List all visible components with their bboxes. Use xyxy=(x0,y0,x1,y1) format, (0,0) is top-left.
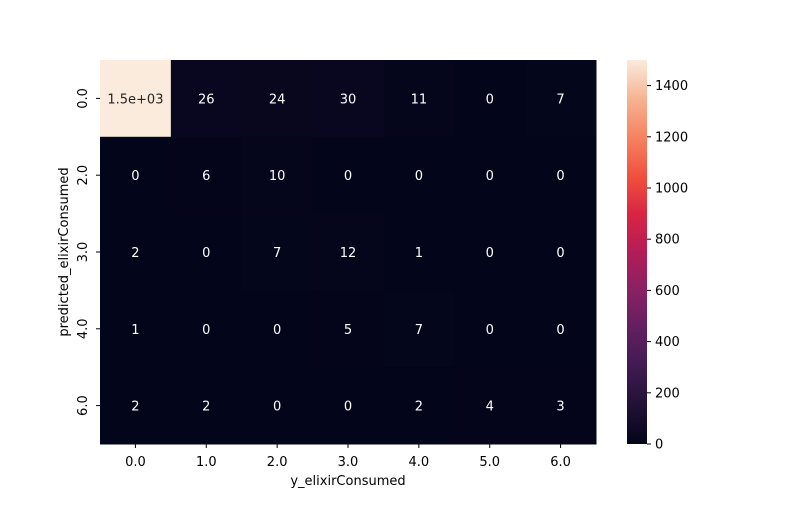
cell-label: 24 xyxy=(269,92,286,107)
cell-label: 0 xyxy=(556,169,564,184)
colorbar-tick-label: 600 xyxy=(655,284,680,299)
cell-label: 0 xyxy=(486,246,494,261)
cell-label: 0 xyxy=(556,323,564,338)
heatmap-cell xyxy=(454,213,526,291)
x-tick-label: 4.0 xyxy=(409,455,430,470)
heatmap-cell xyxy=(383,290,455,368)
heatmap-cell xyxy=(312,136,384,215)
heatmap-cell xyxy=(454,367,526,445)
colorbar-tick-label: 0 xyxy=(655,438,663,453)
x-tick-label: 0.0 xyxy=(125,455,146,470)
heatmap-cell xyxy=(525,60,597,138)
x-tick-label: 3.0 xyxy=(338,455,359,470)
y-tick-label: 2.0 xyxy=(76,165,91,186)
cell-label: 0 xyxy=(202,323,210,338)
heatmap-cell xyxy=(525,213,597,291)
x-tick-label: 5.0 xyxy=(479,455,500,470)
colorbar-tick-label: 1000 xyxy=(655,182,688,197)
cell-label: 5 xyxy=(344,323,352,338)
heatmap-cell xyxy=(100,367,172,445)
cell-label: 0 xyxy=(556,246,564,261)
heatmap-cell xyxy=(312,60,384,138)
heatmap-cell xyxy=(525,136,597,215)
colorbar-tick-label: 400 xyxy=(655,335,680,350)
heatmap-cell xyxy=(312,213,384,291)
x-axis-label: y_elixirConsumed xyxy=(290,474,405,489)
heatmap-cell xyxy=(170,136,243,215)
heatmap-cell xyxy=(241,290,314,368)
heatmap-cell xyxy=(100,60,172,138)
heatmap-cell xyxy=(241,213,314,291)
cell-label: 0 xyxy=(486,323,494,338)
colorbar-tick-label: 1200 xyxy=(655,130,688,145)
heatmap-cell xyxy=(170,213,243,291)
y-tick-label: 4.0 xyxy=(76,318,91,339)
cell-label: 0 xyxy=(415,169,423,184)
heatmap-cell xyxy=(454,136,526,215)
heatmap-cell xyxy=(241,136,314,215)
cell-label: 4 xyxy=(486,400,494,415)
x-tick-label: 6.0 xyxy=(550,455,571,470)
heatmap-cell xyxy=(100,136,172,215)
y-tick-label: 6.0 xyxy=(76,395,91,416)
cell-label: 2 xyxy=(131,246,139,261)
heatmap-cell xyxy=(170,290,243,368)
heatmap-cell xyxy=(525,367,597,445)
x-tick-label: 1.0 xyxy=(196,455,217,470)
cell-label: 7 xyxy=(415,323,423,338)
heatmap-cell xyxy=(312,367,384,445)
cell-label: 30 xyxy=(340,92,357,107)
heatmap-cell xyxy=(241,60,314,138)
cell-label: 26 xyxy=(198,92,215,107)
colorbar-tick-label: 800 xyxy=(655,233,680,248)
cell-label: 6 xyxy=(202,169,210,184)
cell-label: 7 xyxy=(556,92,564,107)
heatmap-cell xyxy=(454,290,526,368)
colorbar-tick-label: 200 xyxy=(655,386,680,401)
cell-label: 0 xyxy=(486,169,494,184)
cell-label: 3 xyxy=(556,400,564,415)
cell-label: 2 xyxy=(202,400,210,415)
heatmap-cell xyxy=(312,290,384,368)
cell-label: 12 xyxy=(340,246,357,261)
heatmap-cell xyxy=(525,290,597,368)
cell-label: 0 xyxy=(344,400,352,415)
heatmap-cell xyxy=(383,136,455,215)
cell-label: 0 xyxy=(344,169,352,184)
heatmap-cell xyxy=(170,367,243,445)
heatmap-cell xyxy=(241,367,314,445)
y-axis-label: predicted_elixirConsumed xyxy=(57,167,72,336)
heatmap-cell xyxy=(170,60,243,138)
y-tick-label: 3.0 xyxy=(76,242,91,263)
cell-label: 11 xyxy=(411,92,428,107)
heatmap-cell xyxy=(454,60,526,138)
heatmap-cell xyxy=(383,367,455,445)
cell-label: 0 xyxy=(486,92,494,107)
cell-label: 2 xyxy=(415,400,423,415)
cell-label: 1.5e+03 xyxy=(107,92,163,107)
cell-label: 7 xyxy=(273,246,281,261)
colorbar-tick-label: 1400 xyxy=(655,79,688,94)
heatmap-cell xyxy=(383,60,455,138)
cell-label: 0 xyxy=(273,400,281,415)
colorbar xyxy=(627,60,647,444)
y-tick-label: 0.0 xyxy=(76,88,91,109)
cell-label: 0 xyxy=(273,323,281,338)
heatmap-cell xyxy=(383,213,455,291)
heatmap-cell xyxy=(100,213,172,291)
cell-label: 10 xyxy=(269,169,286,184)
cell-label: 0 xyxy=(131,169,139,184)
cell-label: 2 xyxy=(131,400,139,415)
cell-label: 1 xyxy=(131,323,139,338)
cell-label: 1 xyxy=(415,246,423,261)
heatmap-cell xyxy=(100,290,172,368)
cell-label: 0 xyxy=(202,246,210,261)
x-tick-label: 2.0 xyxy=(267,455,288,470)
